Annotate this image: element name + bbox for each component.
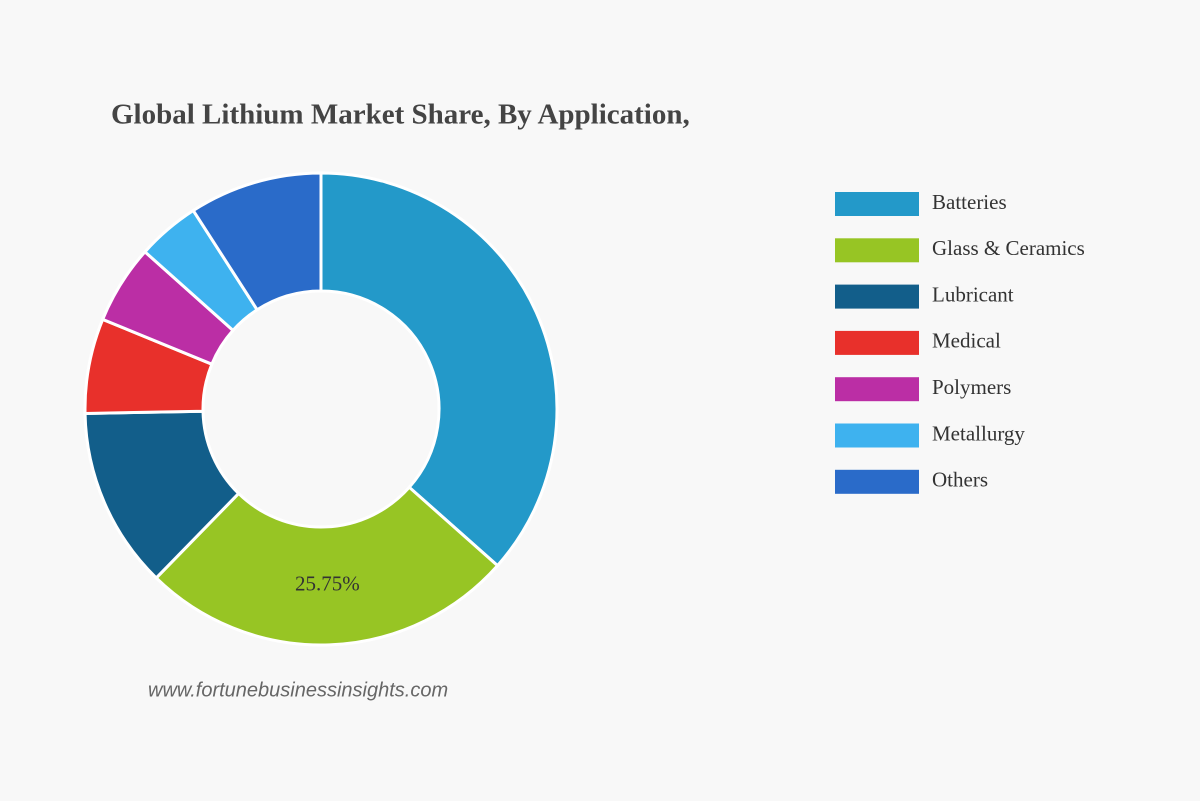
legend-swatch [835,469,919,494]
legend-label: Metallurgy [932,421,1025,445]
legend-label: Medical [932,329,1001,353]
legend-swatch [835,423,919,448]
legend-swatch [835,377,919,402]
watermark: www.fortunebusinessinsights.com [148,679,448,701]
legend-label: Glass & Ceramics [932,236,1085,260]
legend-label: Polymers [932,375,1011,399]
chart-title: Global Lithium Market Share, By Applicat… [111,99,690,131]
donut-slice [154,485,500,647]
donut-slice [319,171,559,568]
legend-swatch [835,192,919,216]
legend-swatch [835,238,919,263]
legend-swatch [835,330,919,355]
legend-label: Lubricant [932,282,1014,306]
donut-slice [191,171,323,312]
legend-label: Others [932,468,988,492]
legend-swatch [835,284,919,309]
data-label: 25.75% [295,572,360,596]
legend-label: Batteries [932,190,1007,214]
